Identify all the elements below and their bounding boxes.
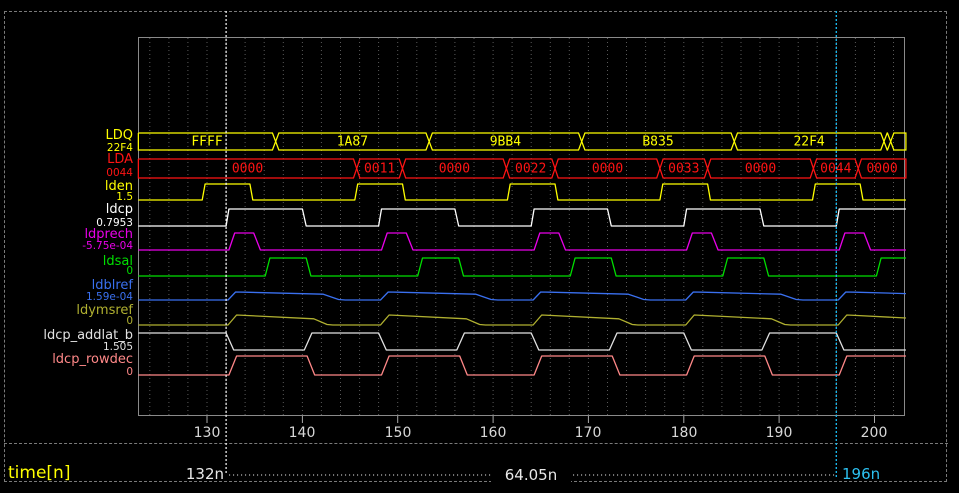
- bus-value-label: 0011: [364, 162, 395, 177]
- wave-ldcp_addlat_b: [138, 332, 906, 351]
- bus-value-label: 9BB4: [490, 135, 521, 150]
- secondary-cursor-time[interactable]: 196n: [842, 465, 881, 483]
- wave-ldsal: [138, 257, 906, 277]
- bus-value-label: FFFF: [191, 135, 222, 150]
- bus-value-label: 0000: [232, 162, 263, 177]
- signal-cursor-value-ldymsref: 0: [126, 315, 133, 327]
- ruler-divider-line: [4, 443, 948, 444]
- bus-waveform-LDQ: FFFF 1A87 9BB4 B835 22F4: [137, 132, 907, 151]
- bus-value-label: 0000: [745, 162, 776, 177]
- bus-value-label: 0033: [668, 162, 699, 177]
- axis-tick-label: 180: [670, 425, 698, 441]
- wave-ldblref: [138, 291, 906, 301]
- bus-segment: [857, 158, 907, 179]
- bus-value-label: 0000: [866, 162, 897, 177]
- signal-name-ldcp_addlat_b[interactable]: ldcp_addlat_b: [43, 328, 133, 343]
- signal-name-ldblref[interactable]: ldblref: [91, 278, 133, 293]
- time-unit-label: time[n]: [8, 463, 71, 483]
- signal-cursor-value-lden: 1.5: [116, 191, 133, 203]
- signal-cursor-value-ldsal: 0: [126, 265, 133, 277]
- wave-ldcp: [138, 208, 906, 227]
- signal-name-ldcp_rowdec[interactable]: ldcp_rowdec: [52, 352, 133, 367]
- wave-ldcp_rowdec: [138, 355, 906, 376]
- signal-name-ldprech[interactable]: ldprech: [84, 227, 133, 242]
- axis-tick-label: 160: [479, 425, 507, 441]
- bus-segment: [137, 158, 358, 179]
- bus-segment: [883, 132, 892, 151]
- bus-segment: [137, 132, 277, 151]
- bus-value-label: 0022: [515, 162, 546, 177]
- cursor-delta-time: 64.05n: [491, 466, 571, 484]
- bus-value-label: 0000: [439, 162, 470, 177]
- signal-cursor-value-ldcp: 0.7953: [96, 217, 133, 229]
- signal-name-LDA[interactable]: LDA: [107, 152, 133, 167]
- wave-ldprech: [138, 232, 906, 251]
- primary-cursor-time[interactable]: 132n: [185, 465, 224, 483]
- axis-tick-label: 170: [574, 425, 602, 441]
- axis-tick-label: 200: [860, 425, 888, 441]
- wave-lden: [138, 183, 906, 201]
- axis-tick-label: 150: [384, 425, 412, 441]
- bus-value-label: 22F4: [793, 135, 824, 150]
- axis-tick-label: 140: [288, 425, 316, 441]
- signal-name-ldcp[interactable]: ldcp: [105, 202, 133, 217]
- signal-cursor-value-ldblref: 1.59e-04: [86, 291, 133, 303]
- signal-name-ldymsref[interactable]: ldymsref: [76, 303, 133, 318]
- outer-dashed-frame: [4, 11, 947, 482]
- wave-ldymsref: [138, 314, 906, 326]
- signal-name-lden[interactable]: lden: [104, 179, 133, 194]
- bus-segment: [889, 132, 907, 151]
- signal-cursor-value-ldcp_addlat_b: 1.505: [102, 341, 133, 353]
- axis-tick-label: 130: [193, 425, 221, 441]
- signal-name-ldsal[interactable]: ldsal: [102, 254, 133, 269]
- signal-cursor-value-LDA: 0044: [106, 167, 133, 179]
- bus-value-label: 1A87: [337, 135, 368, 150]
- bus-value-label: B835: [642, 135, 673, 150]
- signal-cursor-value-ldcp_rowdec: 0: [126, 366, 133, 378]
- signal-cursor-value-ldprech: -5.75e-04: [82, 240, 133, 252]
- bus-value-label: 0000: [592, 162, 623, 177]
- signal-name-LDQ[interactable]: LDQ: [105, 128, 134, 143]
- bus-waveform-LDA: 000000110000002200000033000000440000: [137, 158, 907, 179]
- signal-cursor-value-LDQ: 22F4: [106, 142, 133, 154]
- axis-tick-label: 190: [765, 425, 793, 441]
